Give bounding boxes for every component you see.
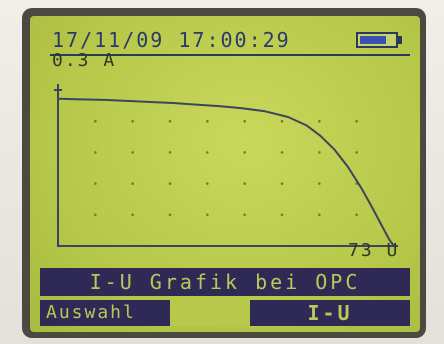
grid-dot (94, 182, 97, 185)
softkey-spacer (170, 300, 250, 326)
grid-dot (131, 182, 134, 185)
grid-dot (355, 213, 358, 217)
grid-dot (94, 151, 97, 154)
softkey-iv[interactable]: I-U (250, 300, 410, 326)
chart-axes (57, 84, 398, 247)
grid-dot (243, 151, 246, 154)
grid-dot (280, 151, 284, 154)
grid-dot (280, 182, 284, 185)
grid-dot (243, 213, 246, 217)
status-bar: 17/11/09 17:00:29 (38, 26, 410, 56)
grid-dot (168, 151, 172, 154)
battery-level-fill (360, 36, 386, 44)
grid-dot (318, 182, 321, 185)
grid-dot (168, 119, 172, 123)
grid-dot (168, 182, 172, 185)
status-divider (50, 54, 410, 56)
grid-dot (131, 119, 134, 123)
grid-dot (318, 151, 321, 154)
grid-dot (131, 213, 134, 217)
grid-dot (131, 151, 134, 154)
y-axis-max-label: 0.3 A (52, 50, 117, 71)
chart-title: I-U Grafik bei OPC (40, 268, 410, 296)
lcd-screen: 17/11/09 17:00:29 0.3 A 73 U I-U Grafik … (30, 16, 420, 332)
grid-dot (355, 151, 358, 154)
battery-icon (356, 32, 398, 48)
iv-curve-line (57, 97, 395, 247)
x-axis-max-label: 73 U (348, 240, 400, 261)
softkey-auswahl[interactable]: Auswahl (40, 300, 170, 326)
grid-dot (318, 119, 321, 123)
grid-dot (280, 119, 284, 123)
iv-chart (54, 84, 398, 247)
grid-dot (355, 119, 358, 123)
grid-dot (94, 119, 97, 123)
softkey-bar: Auswahl I-U (40, 300, 410, 326)
battery-tip (398, 36, 402, 44)
grid-dot (243, 182, 246, 185)
grid-dot (206, 213, 209, 217)
date-time: 17/11/09 17:00:29 (52, 28, 291, 52)
grid-dot (206, 119, 209, 123)
grid-dot (206, 182, 209, 185)
grid-dot (94, 213, 97, 217)
grid-dot (243, 119, 246, 123)
grid-dot (168, 213, 172, 217)
grid-dot (206, 151, 209, 154)
grid-dot (318, 213, 321, 217)
grid-dot (280, 213, 284, 217)
